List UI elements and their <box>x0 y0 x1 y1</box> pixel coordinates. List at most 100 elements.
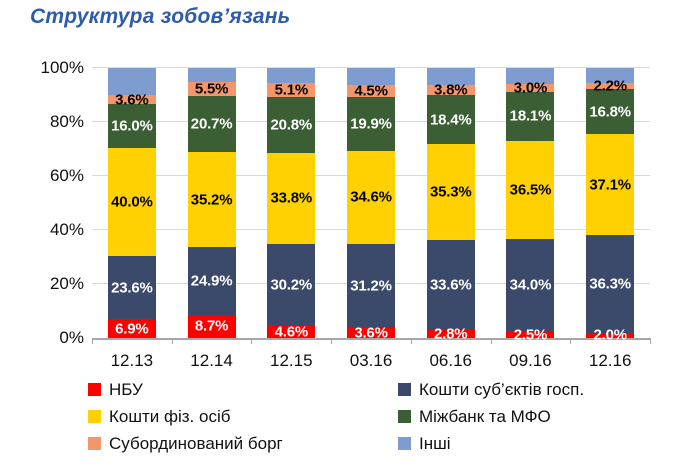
bar-segment: 31.2% <box>347 244 396 329</box>
bar-segment-label: 16.8% <box>589 103 631 121</box>
x-axis-label: 12.16 <box>588 351 632 370</box>
bar-segment: 5.1% <box>267 81 316 99</box>
x-axis-label: 06.16 <box>429 351 473 370</box>
bar-segment: 2.2% <box>586 78 635 95</box>
category-slot: 2.8% 33.6% 35.3% 18.4% 3.8% 06.16 <box>411 68 491 370</box>
x-axis-tick <box>490 338 492 344</box>
bar-segment-label: 18.4% <box>429 111 472 129</box>
category-slot: 6.9% 23.6% 40.0% 16.0% 3.6% 12.13 <box>92 68 172 370</box>
legend-swatch <box>88 437 101 450</box>
x-axis-label: 03.16 <box>349 351 393 370</box>
x-axis-tick <box>410 338 412 344</box>
x-axis-label: 12.15 <box>270 351 313 370</box>
bar-segment: 2.5% <box>506 326 555 343</box>
bar-segment: 20.7% <box>187 96 236 153</box>
x-axis-label: 09.16 <box>509 351 552 370</box>
bar-segment-label: 33.6% <box>429 276 472 294</box>
bar-segment: 6.9% <box>107 319 156 338</box>
bar-segment: 3.6% <box>347 325 396 342</box>
bar-segment: 3.8% <box>426 81 475 98</box>
stacked-bar: 2.0% 36.3% 37.1% 16.8% 2.2% <box>586 68 635 344</box>
stacked-bar: 8.7% 24.9% 35.2% 20.7% 5.5% <box>187 68 236 338</box>
bar-segment-label: 3.0% <box>513 79 548 97</box>
bar-segment: 19.9% <box>347 96 396 151</box>
bar-segment: 8.7% <box>187 314 236 338</box>
legend-label: НБУ <box>109 379 143 399</box>
bar-segment-label: 20.7% <box>190 115 233 133</box>
bar-segment: 30.2% <box>267 244 316 326</box>
bar-segment-label: 34.6% <box>350 188 392 206</box>
y-tick-label: 20% <box>49 274 84 293</box>
stacked-bar: 2.5% 34.0% 36.5% 18.1% 3.0% <box>506 68 555 343</box>
bar-segment-label: 31.2% <box>350 277 392 295</box>
bar-segment: 34.0% <box>506 239 555 332</box>
x-axis-tick <box>171 338 173 344</box>
category-slot: 8.7% 24.9% 35.2% 20.7% 5.5% 12.14 <box>172 68 252 370</box>
bar-segment-label: 30.2% <box>270 276 313 294</box>
bar-segment-label: 36.3% <box>589 275 631 293</box>
bar-segment <box>187 68 236 82</box>
stacked-bar: 3.6% 31.2% 34.6% 19.9% 4.5% <box>347 68 396 342</box>
bar-segment-label: 2.8% <box>434 325 468 343</box>
bar-segment: 4.6% <box>267 323 316 341</box>
legend-label: Міжбанк та МФО <box>419 406 551 426</box>
bar-segment: 4.5% <box>347 82 396 99</box>
category-slot: 3.6% 31.2% 34.6% 19.9% 4.5% 03.16 <box>331 68 411 370</box>
x-axis-tick <box>650 338 651 344</box>
y-tick-label: 80% <box>49 112 84 131</box>
chart-title: Структура зобов’язань <box>30 5 291 28</box>
bar-segment-label: 6.9% <box>115 320 149 338</box>
bar-segment-label: 8.7% <box>194 317 229 335</box>
bar-segment-label: 18.1% <box>509 107 552 125</box>
x-axis-tick <box>570 338 572 344</box>
gridline <box>92 67 650 68</box>
bar-segment-label: 4.6% <box>274 323 309 341</box>
legend-swatch <box>398 410 411 423</box>
bar-segment-label: 3.6% <box>115 91 149 109</box>
bar-segment: 33.6% <box>426 239 475 331</box>
x-axis-tick <box>92 338 93 344</box>
legend-swatch <box>88 410 101 423</box>
bar-segment: 18.1% <box>506 92 555 141</box>
bar-segment-label: 37.1% <box>589 176 631 194</box>
bar-segment-label: 16.0% <box>111 117 153 135</box>
y-tick-label: 60% <box>49 166 84 185</box>
bar-segment: 35.2% <box>187 152 236 248</box>
bar-segment <box>267 68 316 83</box>
y-tick-label: 0% <box>59 328 84 347</box>
legend-label: Кошти суб’єктів госп. <box>419 379 585 399</box>
x-axis-label: 12.13 <box>110 351 154 370</box>
bar-segment: 3.0% <box>506 80 555 97</box>
bar-segment-label: 36.5% <box>509 181 552 199</box>
legend-label: Кошти фіз. осіб <box>109 406 231 426</box>
y-tick-label: 100% <box>40 58 84 77</box>
bar-segment-label: 34.0% <box>509 276 552 294</box>
legend: НБУ Кошти суб’єктів госп. Кошти фіз. осіб М… <box>88 379 584 454</box>
bar-segment-label: 5.5% <box>194 80 229 98</box>
bar-segment <box>586 68 635 84</box>
bar-segment: 2.0% <box>586 327 635 344</box>
bar-segment-label: 5.1% <box>274 81 309 99</box>
legend-label: Інші <box>419 433 451 453</box>
legend-item: Інші <box>398 433 584 454</box>
y-tick-label: 40% <box>49 220 84 239</box>
legend-swatch <box>398 383 411 396</box>
stacked-bar: 2.8% 33.6% 35.3% 18.4% 3.8% <box>426 68 475 343</box>
category-slot: 2.5% 34.0% 36.5% 18.1% 3.0% 09.16 <box>491 68 571 370</box>
bar-segment-label: 20.8% <box>270 116 313 134</box>
bar-segment: 5.5% <box>187 80 236 98</box>
bar-segment-label: 3.8% <box>434 81 468 99</box>
bar-segment: 37.1% <box>586 134 635 235</box>
bar-segment <box>506 68 555 84</box>
legend-item: НБУ <box>88 379 398 400</box>
bar-segment-label: 23.6% <box>111 279 153 297</box>
bar-segment <box>107 68 156 95</box>
x-axis-label: 12.14 <box>190 351 233 370</box>
bar-segment: 23.6% <box>107 255 156 320</box>
bar-segment: 2.8% <box>426 326 475 343</box>
bar-segment: 35.3% <box>426 144 475 240</box>
bar-segment: 18.4% <box>426 94 475 145</box>
legend-item: Субординований борг <box>88 433 398 454</box>
x-axis-tick <box>331 338 333 344</box>
